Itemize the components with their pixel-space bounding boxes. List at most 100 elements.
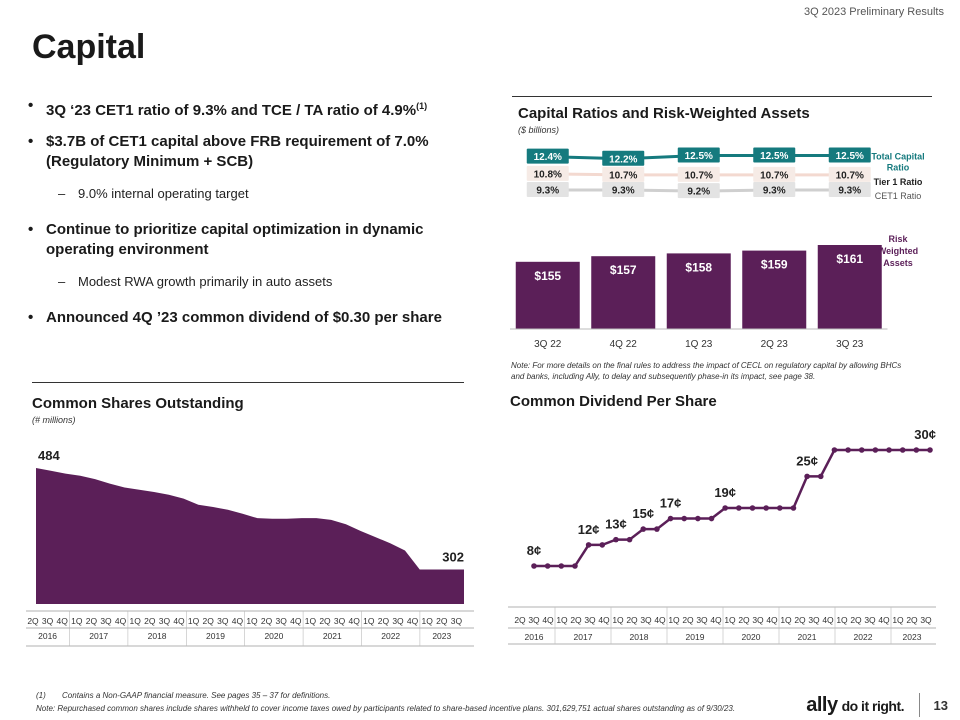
shares-chart-title: Common Shares Outstanding [32,395,244,412]
ratio-data-label: 12.4% [534,152,562,163]
ratio-data-label: 10.7% [685,170,713,181]
ratio-data-label: 9.3% [536,186,559,197]
legend-rwa-line: Risk [888,234,908,244]
x-tick-label: 3Q [920,615,932,625]
year-label: 2019 [206,631,225,641]
year-label: 2016 [38,631,57,641]
x-tick-label: 2Q [27,616,39,626]
bullet-marker: • [28,221,34,238]
x-tick-label: 2Q [261,616,273,626]
x-tick-label: 4Q [57,616,69,626]
ratio-label-box [753,147,796,163]
ratio-label-box [828,182,871,197]
x-tick-label: 1Q [130,616,142,626]
ratio-label-box [526,165,569,181]
brand-separator [919,693,920,717]
dividend-point [695,515,701,522]
year-label: 2017 [89,631,108,641]
ratio-label-box [753,166,796,182]
dividend-data-label: 8¢ [527,543,541,558]
footnote-1: (1) Contains a Non-GAAP financial measur… [36,691,330,700]
ratio-label-box [677,166,720,182]
dividend-point [790,505,797,511]
x-tick-label: 1Q [246,616,258,626]
x-tick-label: 4Q [710,615,722,625]
note-line: Note: For more details on the final rule… [511,361,902,370]
dividend-point [913,447,920,453]
ratio-data-label: 9.2% [687,187,710,198]
x-tick-label: 3Q [334,616,346,626]
rwa-bar [515,261,580,329]
year-label: 2018 [148,631,167,641]
x-tick-label: 4Q 22 [610,339,638,350]
x-tick-label: 1Q [668,615,680,625]
x-tick-label: 3Q [217,616,229,626]
x-tick-label: 1Q 23 [685,339,713,350]
x-tick-label: 1Q [892,615,904,625]
page-title: Capital [32,28,146,66]
dividend-point [558,563,565,569]
rwa-bar [742,250,807,329]
dividend-point [858,447,865,453]
year-label: 2016 [525,632,544,642]
dividend-point [572,563,578,569]
bullet-text: Announced 4Q ’23 common dividend of $0.3… [46,309,442,326]
shares-last-value-label: 302 [442,549,464,564]
dividend-data-label: 15¢ [632,506,654,521]
ratio-data-label: 10.7% [760,170,788,181]
year-label: 2019 [686,632,705,642]
x-tick-label: 3Q 22 [534,339,562,350]
ratio-label-box [602,150,645,166]
dividend-point [804,473,810,480]
legend-total-capital-line1: Total Capital [871,152,924,162]
legend-cet1: CET1 Ratio [875,191,922,201]
dividend-point [763,505,769,511]
x-tick-label: 2Q [626,615,638,625]
x-tick-label: 2Q [906,615,918,625]
rwa-bar [666,253,731,329]
ratio-data-label: 12.2% [609,154,637,165]
x-tick-label: 4Q [654,615,666,625]
x-tick-label: 2Q [738,615,750,625]
x-tick-label: 3Q [808,615,820,625]
year-label: 2022 [381,631,400,641]
x-tick-label: 3Q [640,615,652,625]
bullet-marker: • [28,133,34,150]
ratio-label-box [526,182,569,197]
bullet-marker: • [28,309,34,326]
sub-bullet-text: Modest RWA growth primarily in auto asse… [78,274,333,289]
divider-mid-left [32,382,464,383]
x-tick-label: 2Q [144,616,156,626]
legend-rwa-line: Weighted [878,246,918,256]
x-tick-label: 2Q [86,616,98,626]
rwa-bar-label: $155 [534,269,561,283]
ratio-label-box [602,182,645,197]
ratio-data-label: 9.3% [612,186,635,197]
dividend-point [749,505,756,511]
footnote-ref: (1) [416,101,428,111]
bullet-text: Continue to prioritize capital optimizat… [46,221,424,258]
x-tick-label: 4Q [822,615,834,625]
dividend-point [831,447,838,453]
legend-rwa-line: Assets [883,258,913,268]
x-tick-label: 4Q [349,616,361,626]
x-tick-label: 3Q [451,616,463,626]
x-tick-label: 2Q 23 [761,339,789,350]
ratio-label-box [828,166,871,182]
capital-chart-note: Note: For more details on the final rule… [511,360,941,382]
dividend-data-label: 19¢ [714,485,736,500]
x-tick-label: 1Q [724,615,736,625]
x-tick-label: 1Q [305,616,317,626]
sub-bullet-text: 9.0% internal operating target [78,186,249,201]
ratio-label-box [828,147,871,163]
x-tick-label: 1Q [188,616,200,626]
x-tick-label: 2Q [570,615,582,625]
report-header-label: 3Q 2023 Preliminary Results [803,6,944,18]
x-tick-label: 3Q [159,616,171,626]
rwa-bar-label: $157 [610,263,637,277]
dividend-point [708,515,715,522]
dividend-point [817,473,824,480]
x-tick-label: 3Q [752,615,764,625]
bullet-text: $3.7B of CET1 capital above FRB requirem… [46,133,429,170]
